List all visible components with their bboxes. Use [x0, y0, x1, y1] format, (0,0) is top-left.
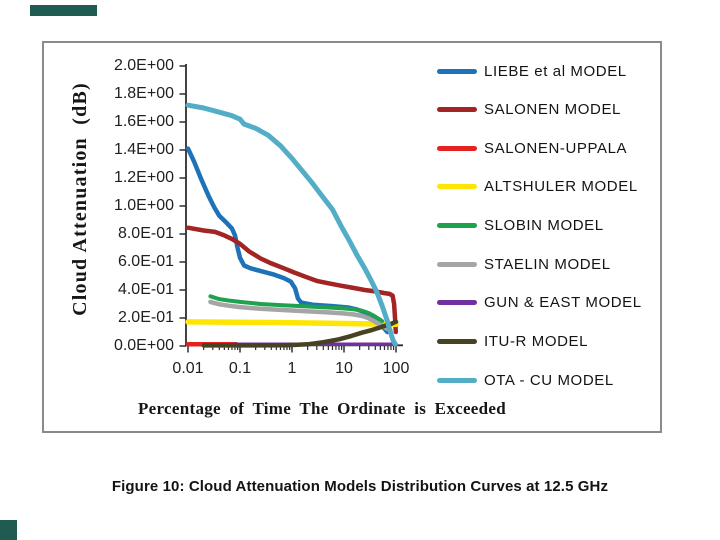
- y-tick-label: 1.6E+00: [113, 113, 174, 130]
- legend-label: ALTSHULER MODEL: [484, 178, 638, 196]
- legend-label: LIEBE et al MODEL: [484, 62, 627, 80]
- slide-accent-top-bar: [30, 5, 97, 16]
- legend-swatch: [437, 68, 477, 74]
- legend-swatch: [437, 300, 477, 306]
- legend-swatch: [437, 223, 477, 229]
- series-slobin-model: [208, 294, 385, 324]
- slide-accent-corner-bar: [0, 520, 17, 540]
- x-tick-label: 0.1: [228, 360, 252, 377]
- legend-swatch: [437, 107, 477, 113]
- y-tick-label: 2.0E-01: [117, 309, 174, 326]
- series-altshuler-model: [185, 319, 399, 328]
- series-staelin-model: [208, 299, 393, 333]
- legend-item: SLOBIN MODEL: [437, 216, 604, 236]
- legend-item: ITU-R MODEL: [437, 332, 588, 352]
- legend-item: SALONEN MODEL: [437, 100, 621, 120]
- y-tick-label: 4.0E-01: [117, 281, 174, 298]
- y-tick-label: 6.0E-01: [117, 253, 174, 270]
- legend-item: STAELIN MODEL: [437, 254, 611, 274]
- legend-item: GUN & EAST MODEL: [437, 293, 642, 313]
- legend-swatch: [437, 339, 477, 345]
- legend-swatch: [437, 377, 477, 383]
- y-tick-label: 8.0E-01: [117, 225, 174, 242]
- y-axis-title: Cloud Attenuation (dB): [69, 82, 91, 316]
- chart-frame: [42, 41, 662, 433]
- legend-label: OTA - CU MODEL: [484, 371, 614, 389]
- legend-swatch: [437, 261, 477, 267]
- legend-label: SLOBIN MODEL: [484, 217, 604, 235]
- y-tick-label: 2.0E+00: [113, 57, 174, 74]
- legend-item: OTA - CU MODEL: [437, 370, 614, 390]
- legend-swatch: [437, 145, 477, 151]
- x-tick-label: 100: [382, 360, 410, 377]
- legend-label: STAELIN MODEL: [484, 255, 611, 273]
- legend-label: GUN & EAST MODEL: [484, 294, 642, 312]
- y-tick-label: 1.2E+00: [113, 169, 174, 186]
- series-salonen-model: [185, 225, 399, 335]
- x-tick-label: 1: [287, 360, 297, 377]
- legend-label: SALONEN-UPPALA: [484, 139, 628, 157]
- legend-label: ITU-R MODEL: [484, 333, 589, 351]
- y-tick-label: 1.4E+00: [113, 141, 174, 158]
- series-itu-r-model: [201, 319, 399, 348]
- x-axis-title: Percentage of Time The Ordinate is Excee…: [137, 399, 507, 418]
- y-tick-label: 0.0E+00: [113, 337, 174, 354]
- legend-item: ALTSHULER MODEL: [437, 177, 638, 197]
- legend-item: LIEBE et al MODEL: [437, 61, 627, 81]
- series-ota-cu-model: [185, 102, 398, 347]
- legend-swatch: [437, 184, 477, 190]
- chart-legend: LIEBE et al MODEL SALONEN MODEL SALONEN-UP…: [437, 0, 662, 440]
- y-tick-label: 1.0E+00: [113, 197, 174, 214]
- legend-label: SALONEN MODEL: [484, 101, 621, 119]
- x-tick-label: 0.01: [172, 360, 204, 377]
- legend-item: SALONEN-UPPALA: [437, 138, 627, 158]
- y-tick-label: 1.8E+00: [113, 85, 174, 102]
- x-tick-label: 10: [335, 360, 353, 377]
- figure-caption: Figure 10: Cloud Attenuation Models Dist…: [111, 478, 609, 495]
